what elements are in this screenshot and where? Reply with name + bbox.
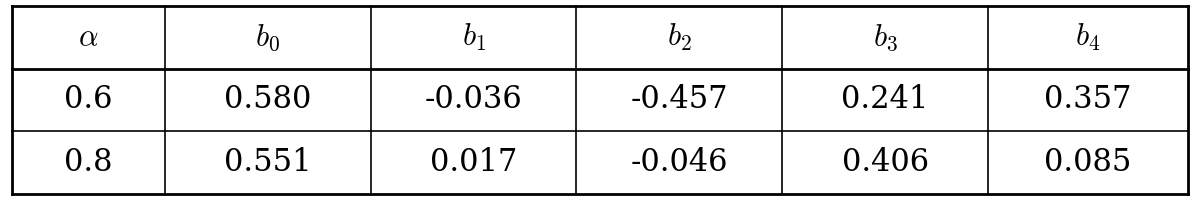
Text: -0.046: -0.046	[631, 147, 728, 178]
Text: -0.457: -0.457	[630, 84, 728, 115]
Text: 0.580: 0.580	[224, 84, 312, 115]
Text: $b_2$: $b_2$	[667, 22, 691, 53]
Text: $b_0$: $b_0$	[256, 22, 281, 53]
Text: 0.551: 0.551	[224, 147, 312, 178]
Text: 0.357: 0.357	[1044, 84, 1132, 115]
Text: 0.8: 0.8	[64, 147, 113, 178]
Text: 0.085: 0.085	[1044, 147, 1132, 178]
Text: 0.017: 0.017	[430, 147, 517, 178]
Text: $b_3$: $b_3$	[872, 22, 898, 53]
Text: -0.036: -0.036	[425, 84, 522, 115]
Text: 0.6: 0.6	[64, 84, 113, 115]
Text: $b_1$: $b_1$	[462, 22, 486, 53]
Text: 0.241: 0.241	[841, 84, 929, 115]
Text: $\alpha$: $\alpha$	[78, 22, 98, 53]
Text: 0.406: 0.406	[841, 147, 929, 178]
Text: $b_4$: $b_4$	[1075, 22, 1100, 53]
